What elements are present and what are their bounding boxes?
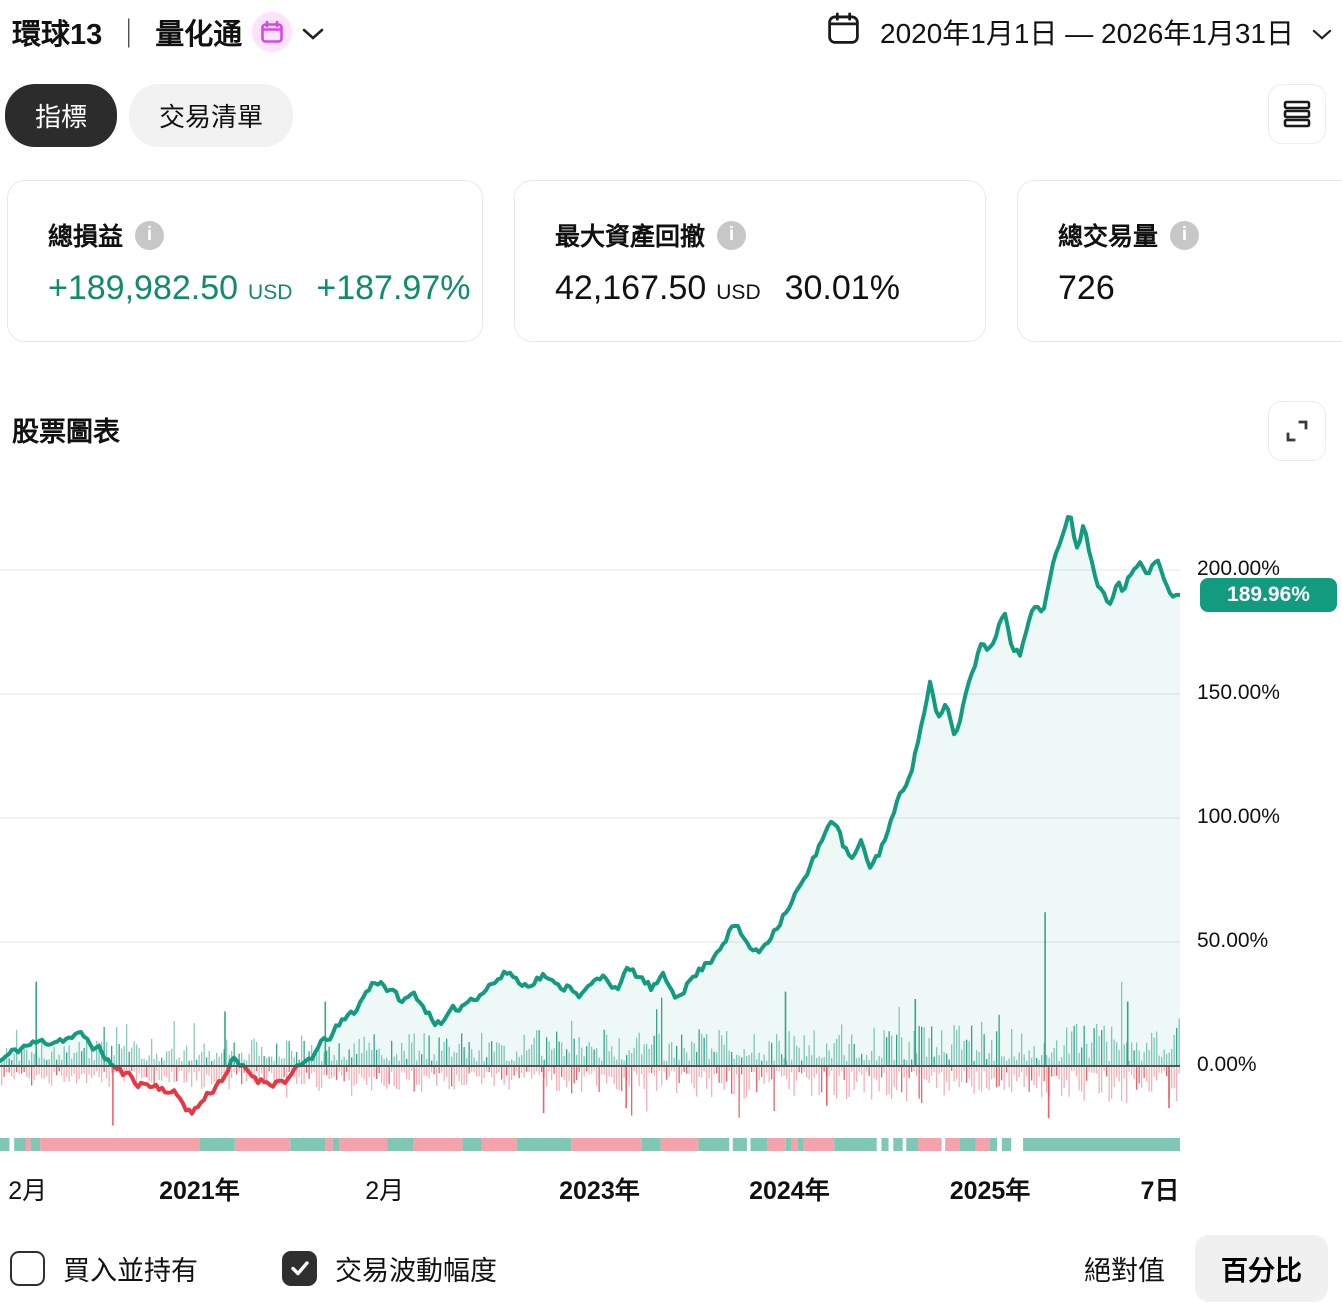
info-icon[interactable]: i: [135, 220, 165, 250]
drawdown-unit: USD: [716, 281, 761, 304]
chevron-down-icon[interactable]: [302, 16, 324, 49]
strategy-name: 環球13: [12, 19, 103, 51]
chevron-down-icon: [1312, 16, 1332, 48]
card-max-drawdown: 最大資產回撤 i 42,167.50 USD 30.01%: [514, 180, 986, 342]
pnl-percent: +187.97%: [316, 269, 471, 307]
tab-indicators[interactable]: 指標: [5, 84, 118, 147]
layout-rows-button[interactable]: [1268, 84, 1326, 144]
pnl-unit: USD: [248, 281, 293, 304]
calendar-icon: [825, 10, 862, 54]
percent-mode-button[interactable]: 百分比: [1195, 1234, 1328, 1302]
y-axis-tick: 100.00%: [1197, 805, 1280, 828]
checkbox-unchecked-icon[interactable]: [10, 1250, 45, 1286]
chart-section-title: 股票圖表: [12, 417, 120, 447]
absolute-mode-button[interactable]: 絕對值: [1084, 1255, 1165, 1286]
y-axis-tick: 200.00%: [1197, 557, 1280, 580]
volatility-toggle[interactable]: 交易波動幅度: [282, 1249, 497, 1288]
date-range-picker[interactable]: 2020年1月1日 — 2026年1月31日: [825, 10, 1332, 54]
expand-chart-button[interactable]: [1268, 401, 1326, 461]
x-axis-tick: 2021年: [159, 1177, 240, 1205]
card-title: 總損益: [48, 223, 124, 251]
buy-hold-toggle[interactable]: 買入並持有: [10, 1249, 198, 1288]
y-axis-tick: 50.00%: [1197, 929, 1269, 952]
x-axis-tick: 2月: [365, 1177, 405, 1205]
trades-value: 726: [1058, 269, 1115, 307]
strategy-title-group[interactable]: 環球13 ｜ 量化通: [12, 11, 324, 53]
card-title: 總交易量: [1058, 223, 1159, 251]
last-value-badge: 189.96%: [1200, 577, 1337, 612]
title-separator: ｜: [114, 19, 144, 51]
buy-hold-label: 買入並持有: [63, 1255, 198, 1286]
equity-chart-canvas: [0, 515, 1180, 1151]
equity-chart[interactable]: 200.00% 150.00% 100.00% 50.00% 0.00% 189.96%: [0, 470, 1342, 1160]
tab-trade-list[interactable]: 交易清單: [129, 84, 294, 147]
view-tabs: 指標 交易清單: [5, 84, 294, 147]
card-title: 最大資產回撤: [555, 223, 706, 251]
info-icon[interactable]: i: [1170, 220, 1200, 250]
header: 環球13 ｜ 量化通 2020年1月1日 — 2026年1月31日: [12, 6, 1332, 58]
x-axis-tick: 2023年: [559, 1177, 640, 1205]
date-range-text: 2020年1月1日 — 2026年1月31日: [880, 18, 1294, 49]
x-axis-tick: 2月: [8, 1177, 48, 1205]
y-axis-tick: 150.00%: [1197, 681, 1280, 704]
y-axis-tick: 0.00%: [1197, 1053, 1257, 1076]
x-axis-tick: 2025年: [949, 1177, 1031, 1205]
info-icon[interactable]: i: [717, 220, 747, 250]
x-axis-tick: 7日: [1140, 1177, 1180, 1205]
x-axis-labels: 2月 2021年 2月 2023年 2024年 2025年 7日: [0, 1165, 1342, 1211]
pnl-value: +189,982.50: [48, 269, 239, 307]
x-axis-tick: 2024年: [749, 1177, 830, 1205]
checkbox-checked-icon[interactable]: [282, 1250, 317, 1286]
volatility-label: 交易波動幅度: [335, 1255, 497, 1286]
chart-controls: 買入並持有 交易波動幅度 絕對值 百分比: [10, 1234, 1328, 1302]
card-total-trades: 總交易量 i 726: [1017, 180, 1342, 342]
card-total-pnl: 總損益 i +189,982.50 USD +187.97%: [7, 180, 483, 342]
drawdown-percent: 30.01%: [784, 269, 900, 307]
strategy-subtitle: 量化通: [155, 19, 243, 51]
drawdown-value: 42,167.50: [555, 269, 707, 307]
pink-calendar-icon: [252, 12, 293, 52]
stat-cards: 總損益 i +189,982.50 USD +187.97% 最大資產回撤 i …: [7, 180, 1342, 342]
